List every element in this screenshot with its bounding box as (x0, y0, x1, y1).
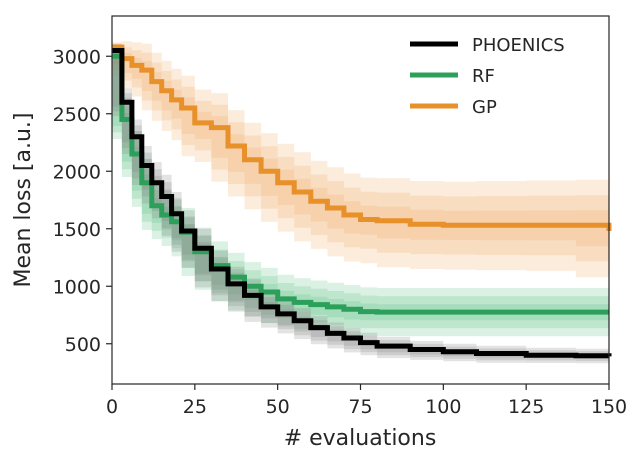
x-tick-label: 125 (508, 396, 544, 418)
x-axis-title: # evaluations (284, 426, 437, 451)
y-axis-ticks: 500 1000 1500 2000 2500 3000 (53, 46, 112, 356)
uncertainty-bands (112, 41, 609, 364)
x-tick-label: 50 (266, 396, 290, 418)
band-rf-1 (112, 47, 609, 337)
band-phoenics-3 (112, 48, 609, 359)
y-axis-title: Mean loss [a.u.] (11, 112, 36, 287)
x-tick-label: 0 (106, 396, 118, 418)
x-tick-label: 150 (591, 396, 627, 418)
y-tick-label: 3000 (53, 46, 101, 68)
band-rf-2 (112, 50, 609, 329)
x-tick-label: 25 (183, 396, 207, 418)
y-tick-label: 500 (65, 334, 101, 356)
legend-label-rf: RF (472, 66, 495, 87)
x-axis-ticks: 0 25 50 75 100 125 150 (106, 384, 627, 418)
legend-label-gp: GP (472, 97, 497, 118)
y-tick-label: 2000 (53, 161, 101, 183)
x-tick-label: 75 (348, 396, 372, 418)
band-gp-2 (112, 44, 609, 262)
y-tick-label: 1000 (53, 276, 101, 298)
series-line-phoenics (112, 48, 612, 359)
legend: PHOENICS RF GP (410, 35, 565, 118)
series-lines (112, 44, 612, 359)
series-line-gp (112, 44, 612, 231)
band-gp-1 (112, 41, 609, 278)
y-tick-label: 2500 (53, 104, 101, 126)
x-tick-label: 100 (425, 396, 461, 418)
legend-label-phoenics: PHOENICS (472, 35, 565, 56)
y-tick-label: 1500 (53, 219, 101, 241)
